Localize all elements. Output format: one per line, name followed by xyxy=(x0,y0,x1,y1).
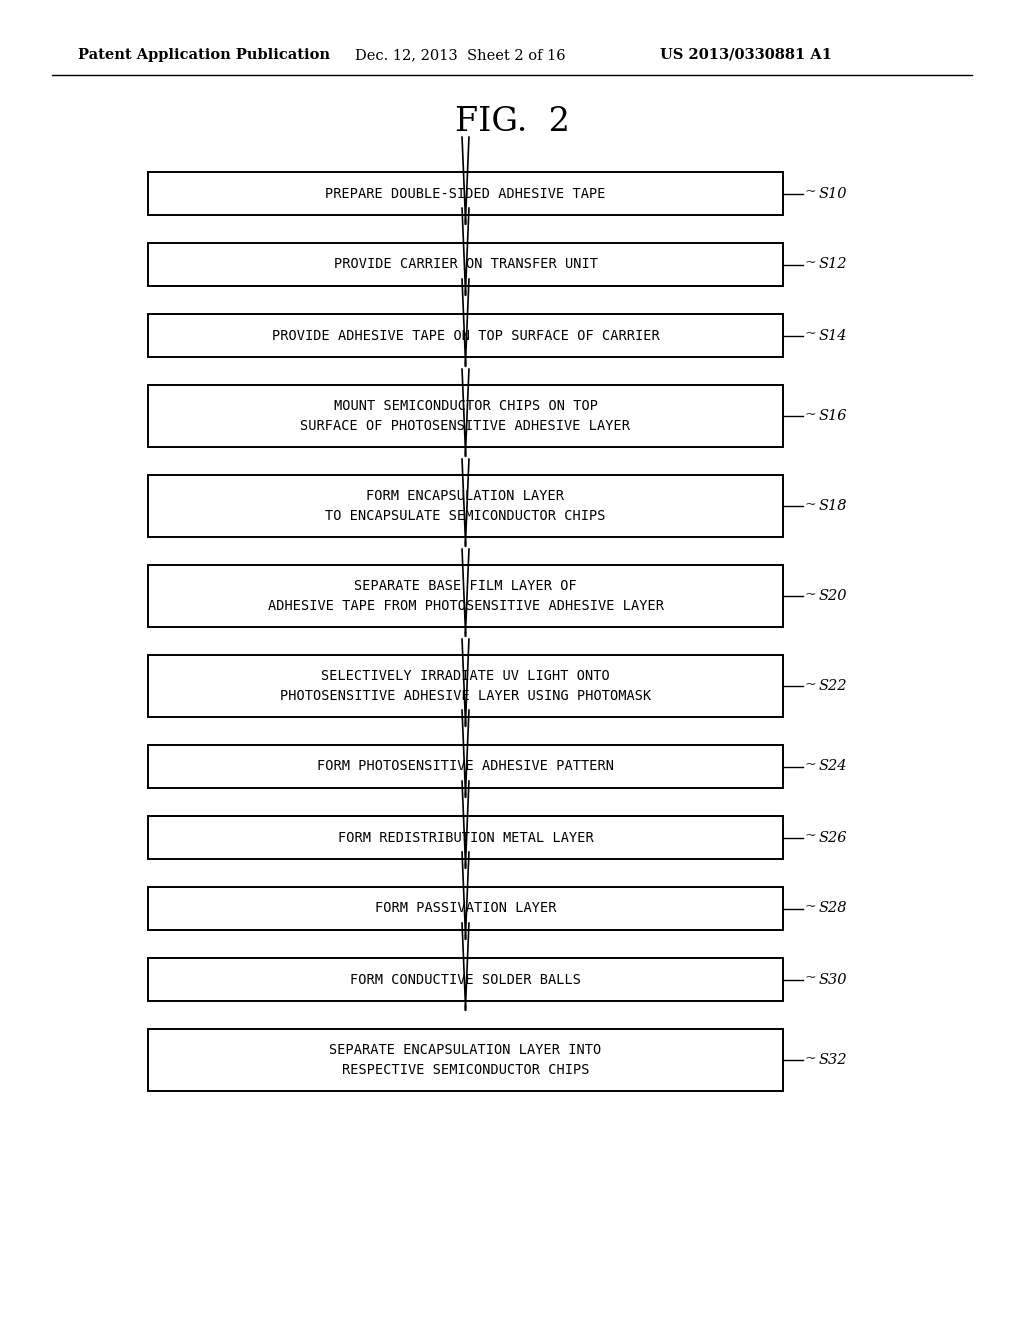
Bar xyxy=(148,475,783,537)
Text: ~: ~ xyxy=(805,186,816,199)
Text: ~: ~ xyxy=(805,498,816,512)
Text: ~: ~ xyxy=(805,972,816,986)
Text: S28: S28 xyxy=(819,902,848,916)
Text: ~: ~ xyxy=(805,900,816,915)
Text: ~: ~ xyxy=(805,759,816,772)
Text: PROVIDE ADHESIVE TAPE ON TOP SURFACE OF CARRIER: PROVIDE ADHESIVE TAPE ON TOP SURFACE OF … xyxy=(271,329,659,342)
Text: FORM ENCAPSULATION LAYER
TO ENCAPSULATE SEMICONDUCTOR CHIPS: FORM ENCAPSULATION LAYER TO ENCAPSULATE … xyxy=(326,488,606,523)
Bar xyxy=(148,1030,783,1092)
Bar xyxy=(148,385,783,447)
Text: FORM PHOTOSENSITIVE ADHESIVE PATTERN: FORM PHOTOSENSITIVE ADHESIVE PATTERN xyxy=(317,759,614,774)
Text: S14: S14 xyxy=(819,329,848,342)
Text: S10: S10 xyxy=(819,186,848,201)
Bar xyxy=(148,565,783,627)
Text: S12: S12 xyxy=(819,257,848,272)
Bar xyxy=(148,243,783,286)
Bar xyxy=(148,958,783,1001)
Text: S16: S16 xyxy=(819,409,848,422)
Text: Patent Application Publication: Patent Application Publication xyxy=(78,48,330,62)
Bar xyxy=(148,816,783,859)
Text: FORM REDISTRIBUTION METAL LAYER: FORM REDISTRIBUTION METAL LAYER xyxy=(338,830,593,845)
Text: S32: S32 xyxy=(819,1053,848,1067)
Text: S18: S18 xyxy=(819,499,848,513)
Text: PROVIDE CARRIER ON TRANSFER UNIT: PROVIDE CARRIER ON TRANSFER UNIT xyxy=(334,257,597,272)
Text: ~: ~ xyxy=(805,678,816,692)
Text: S22: S22 xyxy=(819,678,848,693)
Bar xyxy=(148,887,783,931)
Bar xyxy=(148,172,783,215)
Text: SEPARATE BASE FILM LAYER OF
ADHESIVE TAPE FROM PHOTOSENSITIVE ADHESIVE LAYER: SEPARATE BASE FILM LAYER OF ADHESIVE TAP… xyxy=(267,579,664,612)
Text: ~: ~ xyxy=(805,587,816,602)
Text: S30: S30 xyxy=(819,973,848,986)
Text: FIG.  2: FIG. 2 xyxy=(455,106,569,139)
Text: ~: ~ xyxy=(805,829,816,843)
Text: PREPARE DOUBLE-SIDED ADHESIVE TAPE: PREPARE DOUBLE-SIDED ADHESIVE TAPE xyxy=(326,186,606,201)
Text: ~: ~ xyxy=(805,1052,816,1067)
Text: ~: ~ xyxy=(805,408,816,422)
Text: US 2013/0330881 A1: US 2013/0330881 A1 xyxy=(660,48,831,62)
Bar xyxy=(148,744,783,788)
Text: ~: ~ xyxy=(805,256,816,271)
Text: MOUNT SEMICONDUCTOR CHIPS ON TOP
SURFACE OF PHOTOSENSITIVE ADHESIVE LAYER: MOUNT SEMICONDUCTOR CHIPS ON TOP SURFACE… xyxy=(300,399,631,433)
Text: S24: S24 xyxy=(819,759,848,774)
Text: S20: S20 xyxy=(819,589,848,603)
Text: ~: ~ xyxy=(805,327,816,342)
Text: FORM PASSIVATION LAYER: FORM PASSIVATION LAYER xyxy=(375,902,556,916)
Bar xyxy=(148,314,783,356)
Text: Dec. 12, 2013  Sheet 2 of 16: Dec. 12, 2013 Sheet 2 of 16 xyxy=(355,48,565,62)
Text: SEPARATE ENCAPSULATION LAYER INTO
RESPECTIVE SEMICONDUCTOR CHIPS: SEPARATE ENCAPSULATION LAYER INTO RESPEC… xyxy=(330,1043,602,1077)
Text: FORM CONDUCTIVE SOLDER BALLS: FORM CONDUCTIVE SOLDER BALLS xyxy=(350,973,581,986)
Text: SELECTIVELY IRRADIATE UV LIGHT ONTO
PHOTOSENSITIVE ADHESIVE LAYER USING PHOTOMAS: SELECTIVELY IRRADIATE UV LIGHT ONTO PHOT… xyxy=(280,669,651,704)
Text: S26: S26 xyxy=(819,830,848,845)
Bar xyxy=(148,655,783,717)
